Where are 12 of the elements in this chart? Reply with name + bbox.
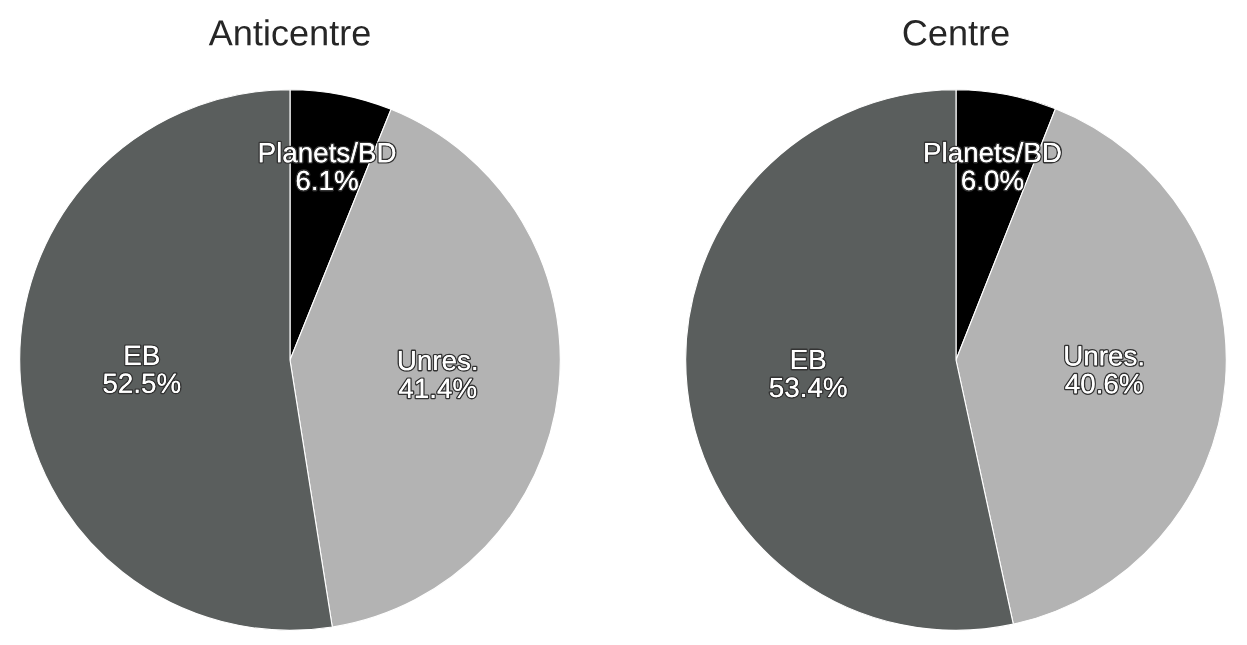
- chart-title: Centre: [903, 20, 1009, 46]
- data-label: 41.4%: [398, 378, 477, 399]
- slice-label: Unres.: [398, 350, 477, 371]
- data-label: 52.5%: [103, 373, 181, 394]
- chart-title: Anticentre: [208, 19, 370, 46]
- data-label: 6.0%: [962, 170, 1024, 191]
- slice-label: EB: [125, 345, 159, 365]
- data-label: 6.1%: [296, 170, 358, 191]
- slice-label: Unres.: [1065, 346, 1143, 366]
- slice-label: EB: [791, 349, 826, 370]
- data-label: 40.6%: [1065, 373, 1143, 394]
- data-label: 53.4%: [769, 377, 847, 398]
